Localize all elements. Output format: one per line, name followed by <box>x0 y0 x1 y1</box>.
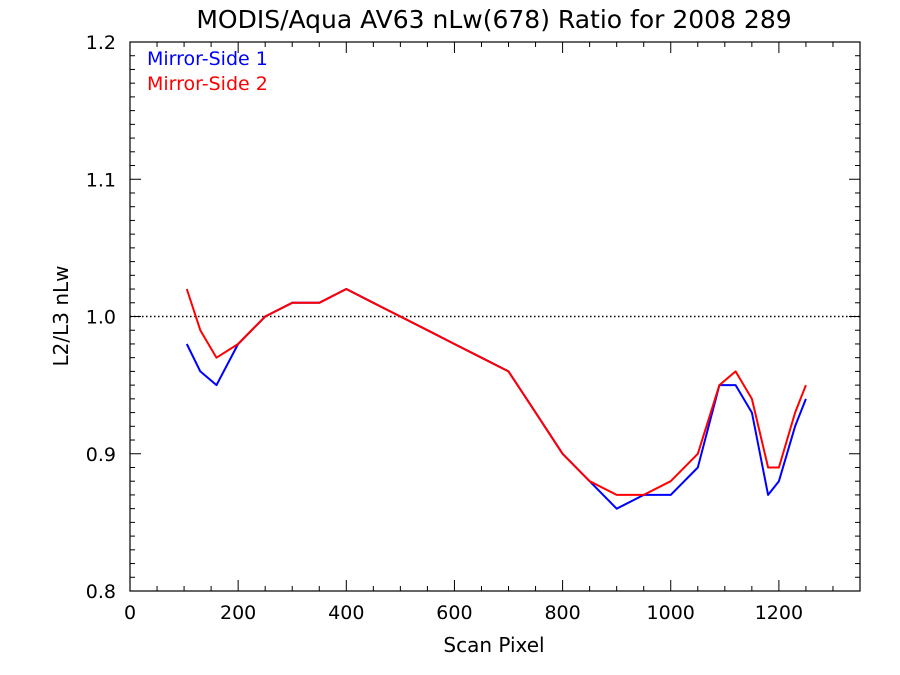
legend-item-2: Mirror-Side 2 <box>147 73 268 95</box>
legend-item-1: Mirror-Side 1 <box>147 48 268 70</box>
x-tick-label: 200 <box>220 602 256 624</box>
x-axis-label: Scan Pixel <box>443 633 544 657</box>
y-tick-label: 1.1 <box>86 169 116 191</box>
x-tick-label: 600 <box>436 602 472 624</box>
series-line-2 <box>185 288 807 496</box>
series-line-1 <box>185 288 807 510</box>
y-tick-label: 0.8 <box>86 581 116 603</box>
x-tick-label: 800 <box>544 602 580 624</box>
y-tick-label: 1.2 <box>86 32 116 54</box>
x-tick-label: 1000 <box>647 602 695 624</box>
chart-title: MODIS/Aqua AV63 nLw(678) Ratio for 2008 … <box>196 5 791 34</box>
y-tick-label: 0.9 <box>86 444 116 466</box>
x-tick-label: 1200 <box>755 602 803 624</box>
y-tick-label: 1.0 <box>86 307 116 329</box>
x-tick-label: 400 <box>328 602 364 624</box>
x-tick-label: 0 <box>124 602 136 624</box>
series-lines <box>130 288 860 510</box>
y-axis-label: L2/L3 nLw <box>49 265 73 366</box>
